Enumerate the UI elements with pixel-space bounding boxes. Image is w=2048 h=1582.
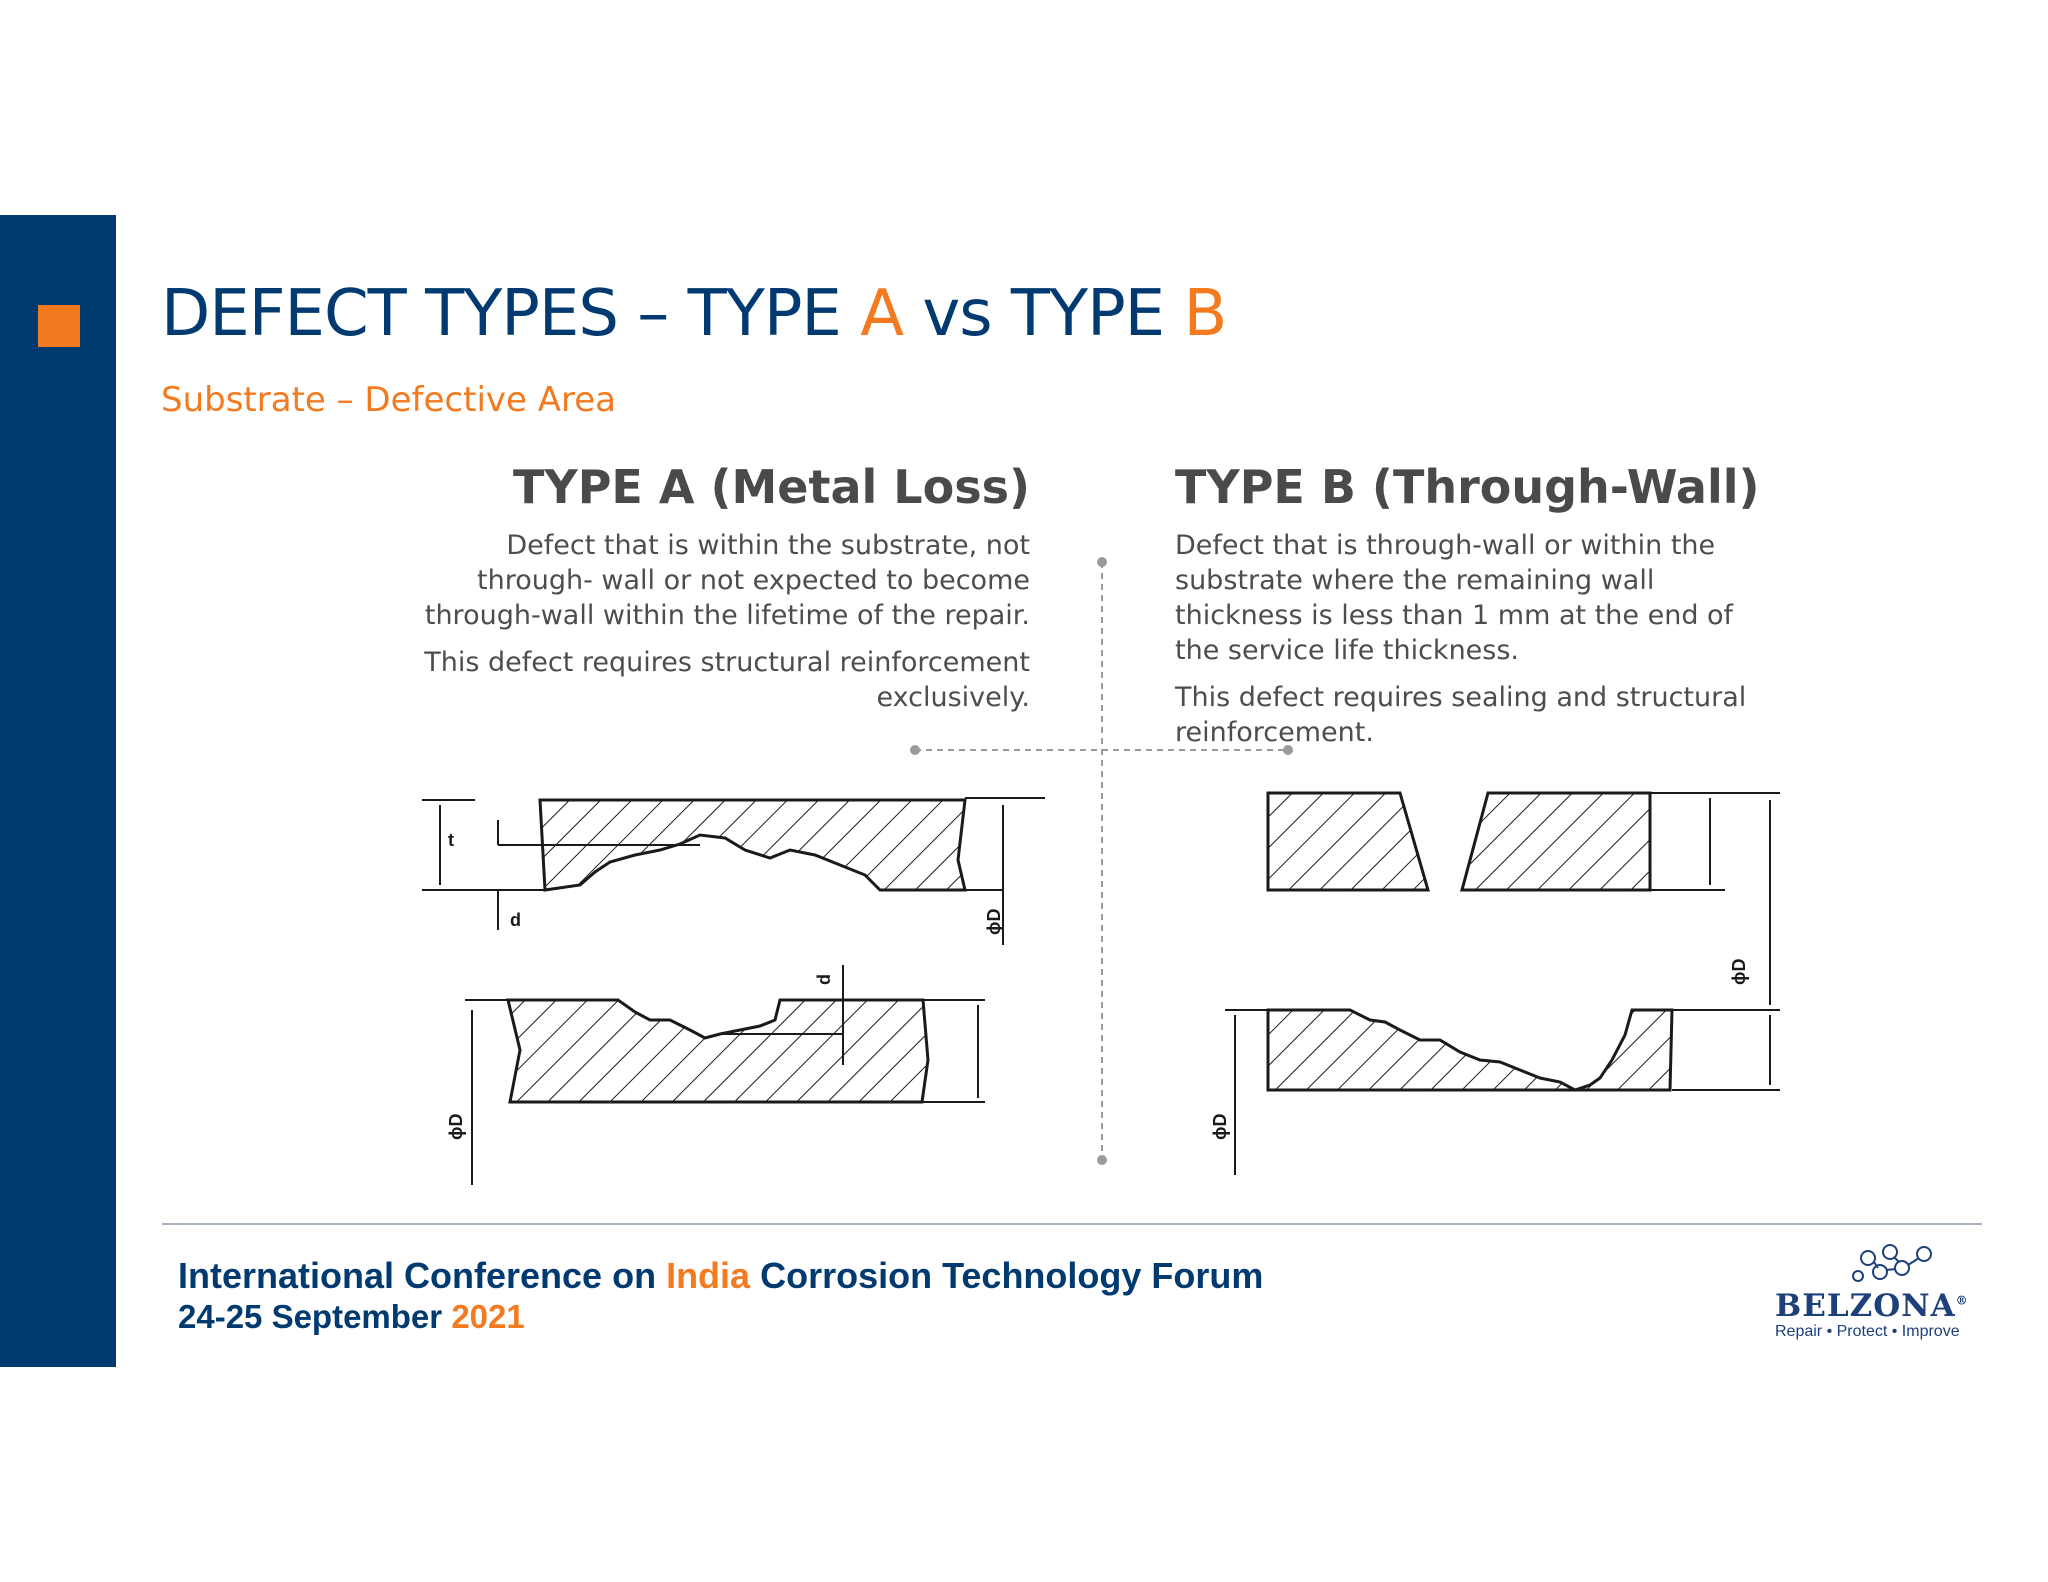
belzona-molecule-icon xyxy=(1852,1244,1932,1282)
footer-date-a: 24-25 September xyxy=(178,1298,452,1335)
type-a-diagram-inner-dims xyxy=(465,965,985,1185)
title-type-b: B xyxy=(1183,277,1227,351)
title-prefix: DEFECT TYPES – TYPE xyxy=(161,277,861,351)
footer-conference-name: International Conference on India Corros… xyxy=(178,1255,1263,1297)
type-a-diagram-outer-dims xyxy=(422,797,1045,945)
type-a-description: Defect that is within the substrate, not… xyxy=(424,530,1030,631)
label-phiD-a2: ϕD xyxy=(446,1114,466,1141)
footer-date-year: 2021 xyxy=(451,1298,525,1335)
type-b-description: Defect that is through-wall or within th… xyxy=(1175,530,1734,666)
footer-conf-a: International Conference on xyxy=(178,1255,667,1296)
label-phiD-b2: ϕD xyxy=(1210,1114,1230,1141)
slide-subtitle: Substrate – Defective Area xyxy=(161,380,616,420)
type-a-heading: TYPE A (Metal Loss) xyxy=(513,460,1030,514)
label-t-a1: t xyxy=(448,830,454,850)
type-a-requirement: This defect requires structural reinforc… xyxy=(424,647,1030,713)
title-mid: vs TYPE xyxy=(902,277,1184,351)
type-b-diagram-outer-dims xyxy=(1650,792,1780,1005)
belzona-tagline: Repair • Protect • Improve xyxy=(1775,1323,1960,1340)
type-b-panel: TYPE B (Through-Wall) Defect that is thr… xyxy=(1175,460,1785,762)
label-d-a2: d xyxy=(814,974,834,985)
footer-conference-date: 24-25 September 2021 xyxy=(178,1298,525,1336)
logo-registered: ® xyxy=(1955,1293,1969,1308)
slide-title: DEFECT TYPES – TYPE A vs TYPE B xyxy=(161,282,1227,346)
type-b-heading: TYPE B (Through-Wall) xyxy=(1175,460,1760,514)
logo-name: BELZONA xyxy=(1775,1288,1956,1324)
type-b-diagram-inner xyxy=(1266,1008,1674,1092)
footer-divider xyxy=(162,1223,1982,1225)
title-type-a: A xyxy=(860,277,904,351)
belzona-logo-text: BELZONA® xyxy=(1775,1288,1969,1324)
label-phiD-a1: ϕD xyxy=(984,909,1004,936)
bullet-square xyxy=(38,305,80,347)
type-b-diagram-inner-dims xyxy=(1225,1009,1780,1175)
label-d-a1: d xyxy=(510,910,521,930)
type-a-diagram-outer xyxy=(538,798,967,892)
type-a-diagram-inner xyxy=(506,998,930,1104)
sidebar-band xyxy=(0,215,116,1367)
label-phiD-b1: ϕD xyxy=(1729,959,1749,986)
cross-divider xyxy=(915,562,1288,1160)
type-b-diagram-outer xyxy=(1266,791,1652,892)
footer-conf-india: India xyxy=(666,1255,751,1296)
type-a-panel: TYPE A (Metal Loss) Defect that is withi… xyxy=(420,460,1030,727)
footer-conf-c: Corrosion Technology Forum xyxy=(750,1255,1264,1296)
type-b-requirement: This defect requires sealing and structu… xyxy=(1175,682,1747,748)
